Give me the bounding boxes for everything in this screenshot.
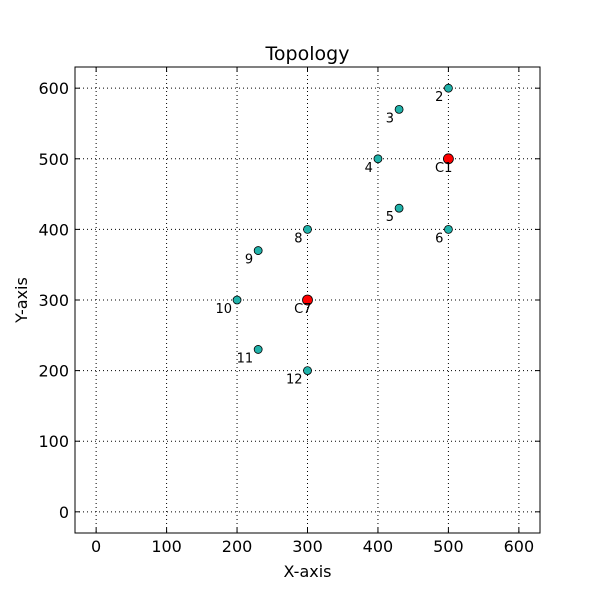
node-point <box>232 295 242 305</box>
x-tick-label: 0 <box>91 537 101 556</box>
data-points: 2 3 4 5 6 8 9 10 11 12 C1 C7 <box>215 83 454 388</box>
node-label: 11 <box>237 351 254 366</box>
x-tick-label: 500 <box>433 537 464 556</box>
node-point <box>444 224 453 234</box>
x-axis-label: X-axis <box>284 562 332 581</box>
ticks: 0 100 200 300 400 500 600 0 100 200 300 400 500 600 <box>38 67 540 556</box>
node-label: 8 <box>294 231 302 246</box>
y-tick-label: 200 <box>38 362 69 381</box>
node-label: 4 <box>365 161 373 176</box>
node-label: 6 <box>435 231 443 246</box>
node-label: 9 <box>245 253 253 268</box>
plot-frame <box>74 66 541 534</box>
node-point <box>253 246 263 255</box>
controller-point <box>443 153 454 165</box>
node-point <box>303 224 312 234</box>
x-tick-label: 400 <box>363 537 394 556</box>
node-point <box>303 366 312 376</box>
node-point <box>373 154 383 164</box>
x-tick-label: 300 <box>292 537 323 556</box>
y-axis-label: Y-axis <box>12 277 31 324</box>
x-tick-label: 200 <box>222 537 253 556</box>
y-tick-label: 0 <box>59 503 69 522</box>
node-label: 12 <box>286 373 303 388</box>
y-tick-label: 100 <box>38 432 69 451</box>
node-label: 5 <box>386 210 394 225</box>
node-label: 10 <box>215 302 232 317</box>
y-tick-label: 600 <box>38 79 69 98</box>
node-label: 3 <box>386 111 394 126</box>
x-tick-label: 600 <box>504 537 535 556</box>
controller-label: C7 <box>294 302 311 317</box>
node-point <box>394 203 404 213</box>
node-point <box>253 345 263 354</box>
node-point <box>394 104 404 114</box>
chart-title: Topology <box>265 43 350 65</box>
node-label: 2 <box>435 90 443 105</box>
y-tick-label: 500 <box>38 150 69 169</box>
controller-label: C1 <box>435 161 452 176</box>
y-tick-label: 400 <box>38 220 69 239</box>
y-tick-label: 300 <box>38 291 69 310</box>
node-point <box>444 83 453 93</box>
controller-point <box>302 294 313 306</box>
x-tick-label: 100 <box>151 537 182 556</box>
